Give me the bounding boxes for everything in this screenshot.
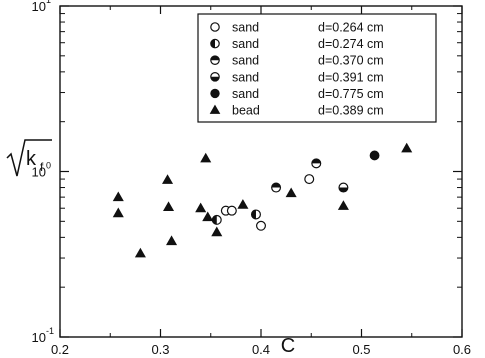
x-tick-label: 0.2 — [51, 342, 69, 357]
legend: sand d=0.264 cm sand d=0.274 cm sand d=0.370 … — [197, 13, 437, 123]
legend-entry: bead d=0.389 cm — [209, 104, 384, 118]
data-point — [304, 174, 315, 185]
legend-diameter: d=0.775 cm — [318, 87, 384, 101]
x-tick-label: 0.6 — [453, 342, 471, 357]
data-point — [162, 174, 174, 184]
svg-text:f: f — [40, 160, 44, 174]
data-point — [237, 199, 249, 209]
data-point — [285, 187, 297, 198]
svg-text:-1: -1 — [46, 326, 54, 336]
svg-text:10: 10 — [32, 165, 46, 180]
y-tick-label: 10 0 — [32, 161, 51, 180]
data-point — [338, 182, 349, 193]
data-point — [202, 211, 214, 222]
legend-diameter: d=0.264 cm — [318, 21, 384, 35]
legend-name: sand — [232, 54, 259, 68]
legend-name: sand — [232, 70, 259, 84]
legend-marker — [210, 55, 220, 65]
data-point — [200, 152, 212, 163]
data-point — [195, 202, 207, 213]
legend-name: bead — [232, 104, 260, 118]
data-point — [250, 209, 261, 220]
data-points — [112, 142, 413, 258]
data-point — [369, 150, 380, 161]
legend-name: sand — [232, 87, 259, 101]
data-point — [112, 207, 124, 218]
svg-text:1: 1 — [46, 0, 51, 5]
svg-text:0: 0 — [46, 161, 51, 171]
legend-entry: sand d=0.370 cm — [210, 54, 384, 68]
data-point — [401, 142, 413, 153]
x-axis-label: C — [281, 335, 295, 357]
y-tick-label: 10 -1 — [32, 326, 54, 345]
x-tick-label: 0.4 — [252, 342, 270, 357]
data-point — [211, 226, 223, 237]
data-point — [134, 247, 146, 258]
legend-entry: sand d=0.274 cm — [210, 37, 384, 51]
legend-diameter: d=0.389 cm — [318, 104, 384, 118]
legend-diameter: d=0.370 cm — [318, 54, 384, 68]
y-tick-label: 10 1 — [32, 0, 51, 14]
y-axis-label: k f — [6, 139, 52, 177]
svg-text:k: k — [26, 148, 37, 170]
data-point — [211, 214, 222, 225]
legend-marker — [210, 38, 220, 49]
x-tick-label: 0.5 — [352, 342, 370, 357]
legend-name: sand — [232, 37, 259, 51]
data-point — [112, 191, 124, 202]
data-point — [166, 235, 178, 246]
legend-diameter: d=0.274 cm — [318, 37, 384, 51]
legend-marker — [210, 72, 220, 82]
legend-entry: sand d=0.264 cm — [210, 21, 384, 35]
legend-name: sand — [232, 21, 259, 35]
sqrt-symbol — [6, 139, 52, 177]
legend-box — [197, 13, 437, 123]
data-point — [337, 200, 349, 210]
data-point — [226, 205, 237, 216]
legend-marker — [210, 22, 220, 32]
svg-text:10: 10 — [32, 0, 46, 14]
data-point — [271, 182, 282, 193]
x-tick-label: 0.3 — [151, 342, 169, 357]
data-point — [311, 158, 322, 169]
svg-text:10: 10 — [32, 330, 46, 345]
data-point — [163, 201, 175, 212]
legend-entry: sand d=0.775 cm — [210, 87, 384, 101]
legend-entry: sand d=0.391 cm — [210, 70, 384, 84]
legend-diameter: d=0.391 cm — [318, 70, 384, 84]
legend-marker — [210, 88, 220, 99]
legend-marker — [209, 104, 221, 114]
data-point — [256, 220, 267, 231]
